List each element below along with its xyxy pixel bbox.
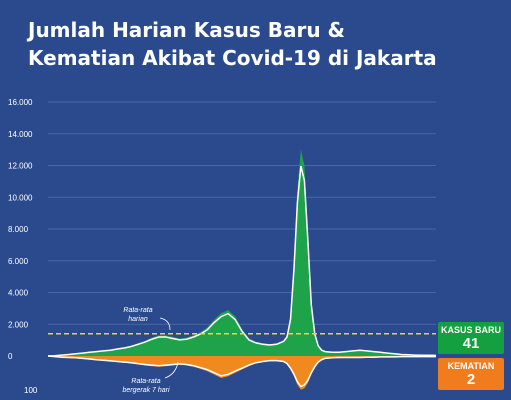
- annotation-moving-pointer: [164, 361, 179, 379]
- latest-deaths-label: KEMATIAN: [447, 361, 495, 371]
- y-tick-label: 8.000: [8, 225, 29, 234]
- chart-title: Jumlah Harian Kasus Baru & Kematian Akib…: [28, 16, 498, 72]
- cases-moving-average-line: [47, 165, 437, 357]
- deaths-moving-average-line: [47, 355, 436, 388]
- y-tick-label: 6.000: [8, 257, 29, 266]
- chart-areas: [47, 149, 437, 390]
- cases-area: [48, 149, 436, 356]
- annotation-daily-pointer: [159, 317, 171, 331]
- y-tick-label: 10.000: [8, 193, 33, 202]
- y-axis: 0 2.000 4.000 6.000 8.000 10.000 12.000 14.000 1…: [8, 98, 38, 395]
- y-tick-label: 0: [8, 352, 13, 361]
- latest-deaths-value: 2: [466, 371, 476, 388]
- latest-cases-label: KASUS BARU: [440, 325, 501, 335]
- y-tick-label: 4.000: [8, 289, 29, 298]
- latest-cases-value: 41: [462, 335, 480, 352]
- annotation-daily-average: Rata-rata harian: [123, 307, 152, 323]
- y-tick-label: 12.000: [8, 162, 33, 171]
- latest-deaths-badge: KEMATIAN 2: [438, 358, 504, 390]
- latest-cases-badge: KASUS BARU 41: [438, 322, 504, 354]
- title-line-2: Kematian Akibat Covid-19 di Jakarta: [28, 46, 437, 70]
- title-line-1: Jumlah Harian Kasus Baru &: [28, 18, 345, 42]
- annotation-moving-average: Rata-rata bergerak 7 hari: [122, 378, 170, 394]
- y-tick-label: 16.000: [8, 98, 33, 107]
- grid-lines: [48, 101, 436, 357]
- y-tick-label-bottom: 100: [24, 386, 38, 395]
- annotations: Rata-rata harian Rata-rata bergerak 7 hari: [48, 307, 436, 394]
- y-tick-label: 14.000: [8, 130, 33, 139]
- y-tick-label: 2.000: [8, 320, 29, 329]
